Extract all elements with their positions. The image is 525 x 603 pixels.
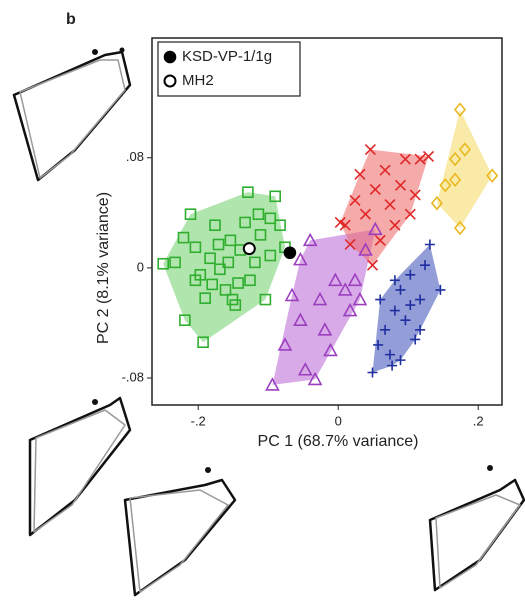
filled-circle-marker xyxy=(284,247,295,258)
panel-label: b xyxy=(66,11,76,28)
outline-drawing xyxy=(430,465,524,590)
x-tick-label: 0 xyxy=(335,413,342,428)
outline-drawing xyxy=(125,467,235,595)
group-hull xyxy=(437,110,492,228)
y-tick-label: .08 xyxy=(126,149,144,164)
x-axis-label: PC 1 (68.7% variance) xyxy=(258,433,419,450)
open-circle-marker xyxy=(165,76,176,87)
group-hull xyxy=(373,244,441,372)
y-tick-label: 0 xyxy=(137,259,144,274)
x-tick-label: .2 xyxy=(473,413,484,428)
legend-label: MH2 xyxy=(182,72,214,89)
open-circle-marker xyxy=(244,243,255,254)
y-tick-label: -.08 xyxy=(122,369,144,384)
y-axis-label: PC 2 (8.1% variance) xyxy=(95,192,112,344)
legend-label: KSD-VP-1/1g xyxy=(182,48,272,65)
plus-marker xyxy=(425,239,435,249)
outline-drawing xyxy=(30,398,130,535)
x-tick-label: -.2 xyxy=(191,413,206,428)
filled-circle-marker xyxy=(165,52,176,63)
figure: b -.2 0 .2 -.08 0 .08 KSD-VP-1/1g MH2 PC 1 (68.… xyxy=(0,0,525,598)
outline-drawing xyxy=(14,48,130,181)
plot-area: -.2 0 .2 -.08 0 .08 KSD-VP-1/1g MH2 xyxy=(122,38,502,428)
